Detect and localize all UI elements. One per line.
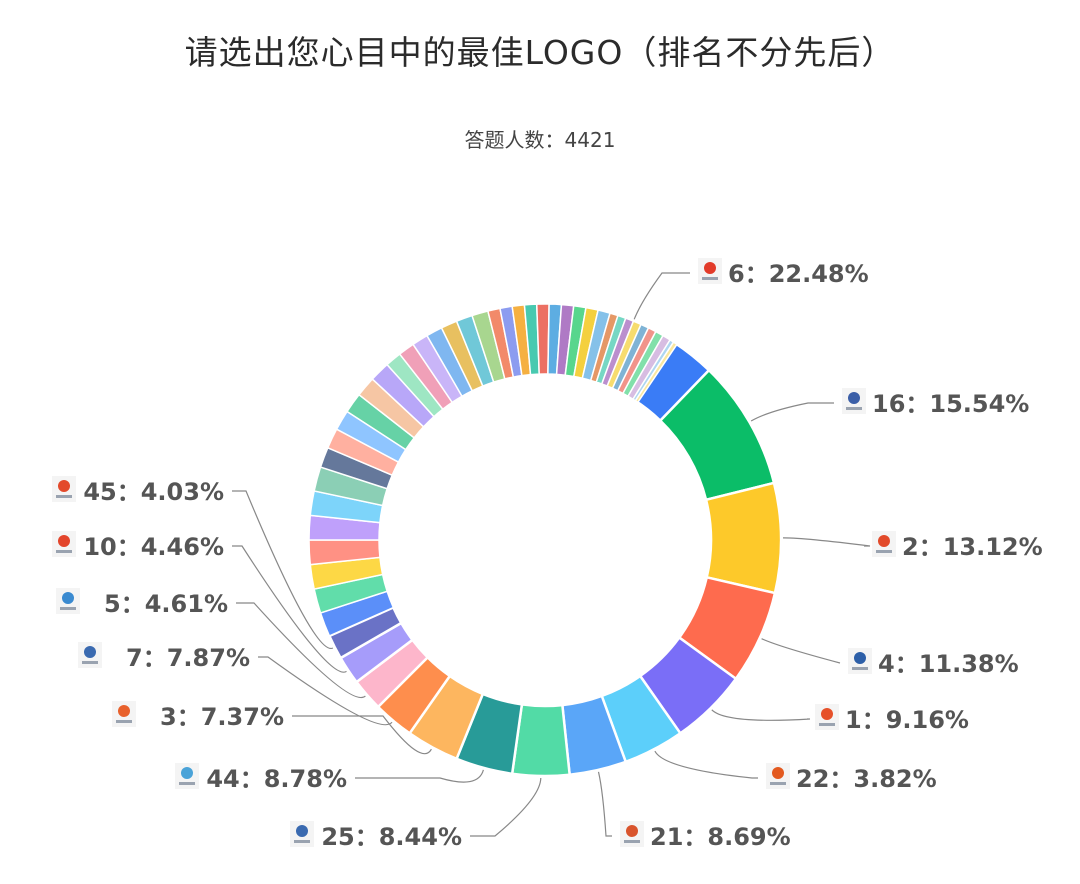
logo-thumbnail-icon: [620, 821, 644, 847]
leader-line: [470, 778, 541, 836]
slice-label: 10：4.46%: [83, 533, 224, 561]
logo-thumbnail-icon: [766, 763, 790, 789]
donut-slice[interactable]: [706, 483, 781, 593]
leader-line: [762, 639, 840, 663]
slice-label: 7：7.87%: [126, 644, 250, 672]
logo-thumbnail-icon: [175, 763, 199, 789]
slice-label: 21：8.69%: [650, 823, 791, 851]
slice-label: 3：7.37%: [160, 703, 284, 731]
slice-label: 25：8.44%: [321, 823, 462, 851]
logo-thumbnail-icon: [842, 388, 866, 414]
slice-label: 22：3.82%: [796, 765, 937, 793]
donut-slice-small[interactable]: [537, 304, 549, 374]
slice-label: 5：4.61%: [104, 590, 228, 618]
leader-line: [634, 273, 690, 319]
logo-thumbnail-icon: [698, 258, 722, 284]
logo-thumbnail-icon: [872, 531, 896, 557]
slice-label: 45：4.03%: [83, 478, 224, 506]
leader-line: [783, 538, 870, 546]
logo-thumbnail-icon: [290, 821, 314, 847]
slice-label: 1：9.16%: [845, 706, 969, 734]
logo-thumbnail-icon: [52, 531, 76, 557]
slice-label: 44：8.78%: [206, 765, 347, 793]
slice-label: 16：15.54%: [872, 390, 1029, 418]
leader-line: [655, 751, 758, 778]
slice-label: 4：11.38%: [878, 650, 1019, 678]
logo-thumbnail-icon: [52, 476, 76, 502]
leader-line: [751, 403, 834, 421]
leader-line: [599, 772, 613, 836]
logo-thumbnail-icon: [815, 704, 839, 730]
logo-thumbnail-icon: [78, 642, 102, 668]
logo-thumbnail-icon: [56, 588, 80, 614]
slice-label: 2：13.12%: [902, 533, 1043, 561]
slice-label: 6：22.48%: [728, 260, 869, 288]
logo-thumbnail-icon: [848, 648, 872, 674]
leader-line: [712, 710, 810, 721]
leader-line: [355, 770, 483, 782]
logo-thumbnail-icon: [112, 701, 136, 727]
